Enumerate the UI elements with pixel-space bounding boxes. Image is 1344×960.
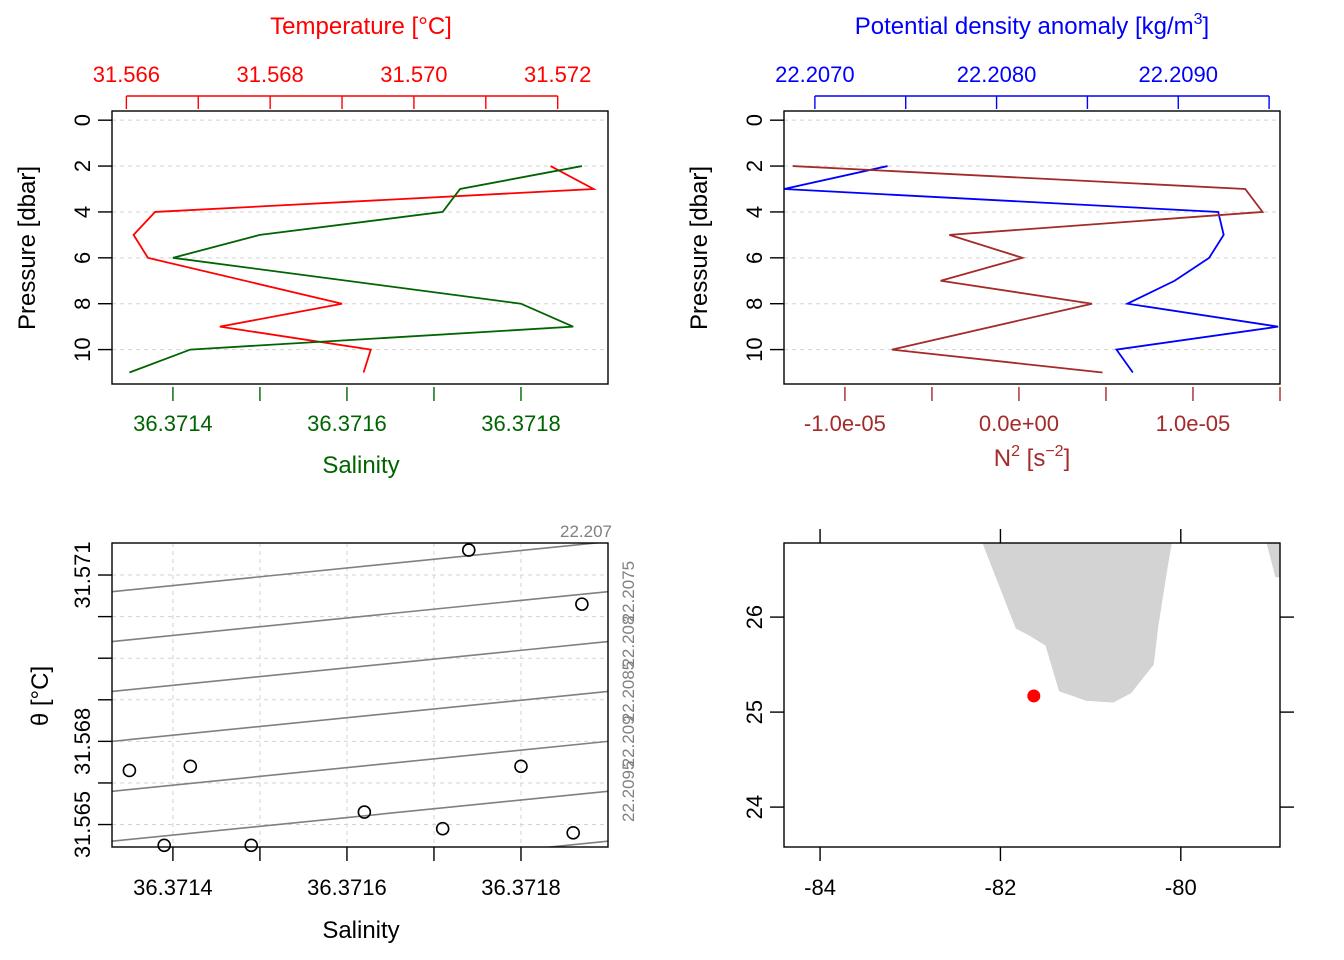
station-marker	[1027, 689, 1041, 703]
x-tick-label: -82	[985, 875, 1017, 900]
isopycnal-line	[112, 543, 604, 593]
y-tick-label: 2	[742, 160, 767, 172]
top-tick-label: 31.572	[524, 62, 591, 87]
data-point	[244, 838, 259, 853]
y-tick-label: 31.568	[70, 708, 95, 775]
plot-frame	[783, 542, 1281, 848]
isopycnal-label: 22.2075	[619, 561, 638, 622]
plot-frame	[111, 542, 609, 848]
x-tick-label: 36.3714	[133, 875, 213, 900]
coastline-land	[982, 543, 1280, 703]
y-tick-label: 25	[742, 700, 767, 724]
isopycnal-label: 22.2085	[619, 661, 638, 722]
profile-lines	[783, 165, 1279, 374]
top-tick-label: 31.570	[380, 62, 447, 87]
data-point	[514, 759, 528, 774]
y-tick-label: 31.565	[70, 791, 95, 858]
bottom-tick-label: 1.0e-05	[1156, 411, 1231, 436]
station-map-panel: -84 -82 -80 24 25 26	[742, 529, 1294, 900]
top-axis-label: Potential density anomaly [kg/m3]	[855, 11, 1209, 40]
profile-lines	[129, 165, 597, 374]
x-axis-label: Salinity	[322, 917, 399, 944]
isopycnal-label: 22.2095	[619, 761, 638, 822]
grid-lines	[112, 119, 608, 351]
top-tick-label: 31.568	[236, 62, 303, 87]
y-tick-label: 10	[70, 337, 95, 361]
axes: 0 2 4 6 8 10 22.2070 22.2080 22.2090 -1.0e-05 0.0e…	[742, 62, 1281, 436]
data-point	[575, 597, 589, 611]
bottom-tick-label: -1.0e-05	[804, 411, 886, 436]
grid-lines	[784, 119, 1280, 351]
data-point	[157, 838, 172, 853]
x-tick-label: 36.3718	[481, 875, 561, 900]
data-point	[357, 805, 372, 819]
isopycnal-label: 22.209	[619, 715, 638, 767]
x-tick-label: -84	[804, 875, 836, 900]
temperature-line	[132, 165, 597, 373]
y-tick-label: 6	[70, 252, 95, 264]
axes: 31.565 31.568 31.571 36.3714 36.3716 36.3718	[70, 541, 609, 900]
isopycnal-label: 22.208	[619, 616, 638, 668]
bottom-tick-label: 36.3714	[133, 411, 213, 436]
x-tick-label: 36.3716	[307, 875, 387, 900]
y-tick-label: 26	[742, 605, 767, 629]
plot-frame	[111, 110, 609, 385]
n2-line	[792, 165, 1265, 374]
y-tick-label: 4	[742, 206, 767, 218]
isopycnal-line	[112, 740, 608, 793]
axes: 0 2 4 6 8 10 31.566 31.568 31.570 31.572 36.3714 36…	[70, 62, 609, 436]
y-tick-label: 8	[742, 298, 767, 310]
y-axis-label: θ [°C]	[27, 666, 54, 726]
grid-lines	[112, 543, 608, 847]
bottom-axis-label: N2 [s−2]	[994, 443, 1071, 472]
plot-frame	[783, 110, 1281, 385]
land-polygon	[982, 543, 1172, 703]
isopycnal-label: 22.207	[560, 522, 612, 541]
axes: -84 -82 -80 24 25 26	[742, 529, 1294, 900]
y-axis-label: Pressure [dbar]	[686, 166, 713, 330]
bottom-tick-label: 0.0e+00	[979, 411, 1059, 436]
bottom-tick-label: 36.3716	[307, 411, 387, 436]
y-tick-label: 0	[70, 114, 95, 126]
density-line	[783, 165, 1279, 374]
top-tick-label: 22.2090	[1138, 62, 1218, 87]
y-tick-label: 10	[742, 337, 767, 361]
isopycnal-line	[112, 590, 608, 643]
top-tick-label: 31.566	[93, 62, 160, 87]
y-tick-label: 8	[70, 298, 95, 310]
bottom-axis-label: Salinity	[322, 452, 399, 479]
data-point	[122, 763, 137, 778]
top-tick-label: 22.2070	[775, 62, 855, 87]
y-tick-label: 4	[70, 206, 95, 218]
y-tick-label: 31.571	[70, 541, 95, 608]
isopycnal-line	[112, 640, 608, 693]
top-tick-label: 22.2080	[957, 62, 1037, 87]
salinity-line	[129, 165, 583, 374]
y-axis-label: Pressure [dbar]	[14, 166, 41, 330]
scatter-points	[122, 543, 589, 853]
data-point	[461, 543, 476, 557]
isopycnal-line	[112, 690, 608, 743]
y-tick-label: 6	[742, 252, 767, 264]
temperature-salinity-panel: 0 2 4 6 8 10 31.566 31.568 31.570 31.572 36.3714 36…	[14, 13, 609, 479]
data-point	[183, 759, 198, 774]
isopycnal-lines	[112, 543, 608, 847]
data-point	[566, 826, 580, 840]
top-axis-label: Temperature [°C]	[270, 13, 452, 40]
y-tick-label: 2	[70, 160, 95, 172]
bottom-tick-label: 36.3718	[481, 411, 561, 436]
density-n2-panel: 0 2 4 6 8 10 22.2070 22.2080 22.2090 -1.0e-05 0.0e…	[686, 11, 1281, 472]
data-point	[435, 821, 450, 836]
y-tick-label: 0	[742, 114, 767, 126]
y-tick-label: 24	[742, 795, 767, 819]
station-point	[1027, 689, 1041, 703]
x-tick-label: -80	[1165, 875, 1197, 900]
land-polygon	[1266, 543, 1280, 578]
